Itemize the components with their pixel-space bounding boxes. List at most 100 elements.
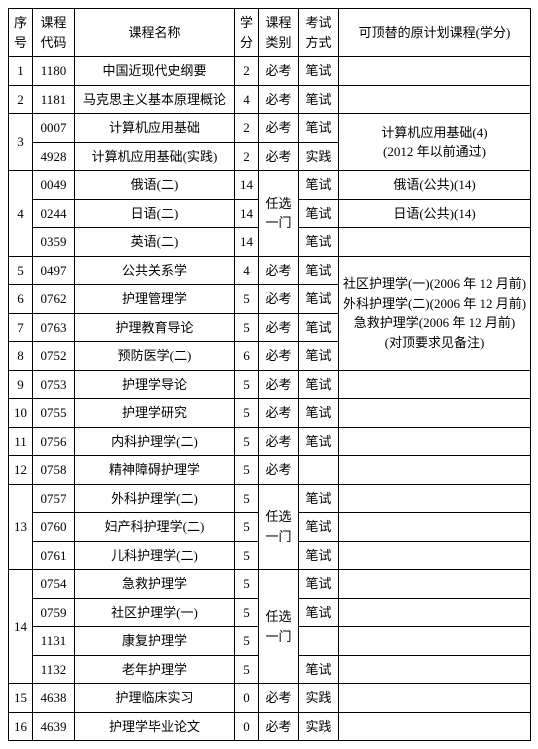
cell-code: 1180 <box>33 57 75 86</box>
cell-exam: 笔试 <box>299 399 339 428</box>
cell-code: 0763 <box>33 313 75 342</box>
cell-code: 0755 <box>33 399 75 428</box>
cell-type: 必考 <box>259 57 299 86</box>
cell-exam: 笔试 <box>299 598 339 627</box>
cell-credit: 4 <box>235 256 259 285</box>
cell-name: 英语(二) <box>75 228 235 257</box>
cell-code: 0007 <box>33 114 75 143</box>
cell-code: 1132 <box>33 655 75 684</box>
cell-code: 4928 <box>33 142 75 171</box>
cell-exam: 实践 <box>299 684 339 713</box>
cell-name: 计算机应用基础 <box>75 114 235 143</box>
cell-seq: 1 <box>9 57 33 86</box>
cell-credit: 0 <box>235 712 259 741</box>
cell-type: 任选一门 <box>259 171 299 257</box>
cell-exam: 笔试 <box>299 85 339 114</box>
table-row: 15 4638 护理临床实习 0 必考 实践 <box>9 684 531 713</box>
cell-credit: 2 <box>235 57 259 86</box>
cell-code: 4639 <box>33 712 75 741</box>
cell-repl: 社区护理学(一)(2006 年 12 月前) 外科护理学(二)(2006 年 1… <box>339 256 531 370</box>
cell-credit: 2 <box>235 114 259 143</box>
cell-exam: 笔试 <box>299 655 339 684</box>
cell-code: 0049 <box>33 171 75 200</box>
cell-repl <box>339 513 531 542</box>
cell-name: 儿科护理学(二) <box>75 541 235 570</box>
cell-credit: 5 <box>235 456 259 485</box>
cell-code: 0760 <box>33 513 75 542</box>
cell-type: 必考 <box>259 684 299 713</box>
table-row: 10 0755 护理学研究 5 必考 笔试 <box>9 399 531 428</box>
cell-type: 必考 <box>259 85 299 114</box>
cell-credit: 4 <box>235 85 259 114</box>
cell-code: 0757 <box>33 484 75 513</box>
cell-seq: 8 <box>9 342 33 371</box>
cell-repl <box>339 228 531 257</box>
h-credit: 学分 <box>235 9 259 57</box>
cell-name: 计算机应用基础(实践) <box>75 142 235 171</box>
cell-exam: 笔试 <box>299 370 339 399</box>
cell-exam: 实践 <box>299 142 339 171</box>
cell-exam: 笔试 <box>299 171 339 200</box>
cell-seq: 6 <box>9 285 33 314</box>
cell-name: 妇产科护理学(二) <box>75 513 235 542</box>
cell-repl <box>339 57 531 86</box>
cell-seq: 16 <box>9 712 33 741</box>
repl-line: 外科护理学(二)(2006 年 12 月前) <box>341 294 528 314</box>
cell-credit: 5 <box>235 484 259 513</box>
header-row: 序号 课程代码 课程名称 学分 课程类别 考试方式 可顶替的原计划课程(学分) <box>9 9 531 57</box>
cell-credit: 14 <box>235 171 259 200</box>
cell-code: 0754 <box>33 570 75 599</box>
table-row: 1 1180 中国近现代史纲要 2 必考 笔试 <box>9 57 531 86</box>
cell-credit: 6 <box>235 342 259 371</box>
cell-name: 急救护理学 <box>75 570 235 599</box>
repl-line: (2012 年以前通过) <box>341 142 528 162</box>
cell-credit: 5 <box>235 399 259 428</box>
course-table: 序号 课程代码 课程名称 学分 课程类别 考试方式 可顶替的原计划课程(学分) … <box>8 8 531 741</box>
table-row: 14 0754 急救护理学 5 任选一门 笔试 <box>9 570 531 599</box>
cell-repl <box>339 456 531 485</box>
cell-type: 任选一门 <box>259 484 299 570</box>
cell-code: 0758 <box>33 456 75 485</box>
cell-exam: 笔试 <box>299 427 339 456</box>
table-row: 3 0007 计算机应用基础 2 必考 笔试 计算机应用基础(4) (2012 … <box>9 114 531 143</box>
cell-code: 0753 <box>33 370 75 399</box>
cell-type: 必考 <box>259 712 299 741</box>
cell-repl <box>339 427 531 456</box>
cell-name: 护理临床实习 <box>75 684 235 713</box>
cell-repl <box>339 627 531 656</box>
cell-exam: 笔试 <box>299 228 339 257</box>
cell-credit: 14 <box>235 199 259 228</box>
cell-name: 马克思主义基本原理概论 <box>75 85 235 114</box>
cell-name: 中国近现代史纲要 <box>75 57 235 86</box>
cell-repl <box>339 541 531 570</box>
cell-exam: 笔试 <box>299 57 339 86</box>
cell-credit: 5 <box>235 570 259 599</box>
cell-code: 0762 <box>33 285 75 314</box>
cell-name: 护理学毕业论文 <box>75 712 235 741</box>
cell-exam: 笔试 <box>299 285 339 314</box>
cell-code: 4638 <box>33 684 75 713</box>
cell-type: 必考 <box>259 342 299 371</box>
cell-seq: 4 <box>9 171 33 257</box>
table-row: 4 0049 俄语(二) 14 任选一门 笔试 俄语(公共)(14) <box>9 171 531 200</box>
cell-name: 护理管理学 <box>75 285 235 314</box>
table-row: 2 1181 马克思主义基本原理概论 4 必考 笔试 <box>9 85 531 114</box>
cell-seq: 13 <box>9 484 33 570</box>
repl-line: 社区护理学(一)(2006 年 12 月前) <box>341 274 528 294</box>
cell-name: 康复护理学 <box>75 627 235 656</box>
cell-code: 1181 <box>33 85 75 114</box>
cell-repl: 计算机应用基础(4) (2012 年以前通过) <box>339 114 531 171</box>
cell-code: 0359 <box>33 228 75 257</box>
cell-credit: 5 <box>235 598 259 627</box>
cell-credit: 5 <box>235 285 259 314</box>
cell-exam: 笔试 <box>299 114 339 143</box>
cell-seq: 3 <box>9 114 33 171</box>
cell-credit: 5 <box>235 313 259 342</box>
cell-exam <box>299 627 339 656</box>
cell-exam: 笔试 <box>299 484 339 513</box>
cell-exam: 笔试 <box>299 570 339 599</box>
cell-repl: 俄语(公共)(14) <box>339 171 531 200</box>
cell-seq: 2 <box>9 85 33 114</box>
table-row: 13 0757 外科护理学(二) 5 任选一门 笔试 <box>9 484 531 513</box>
cell-name: 预防医学(二) <box>75 342 235 371</box>
